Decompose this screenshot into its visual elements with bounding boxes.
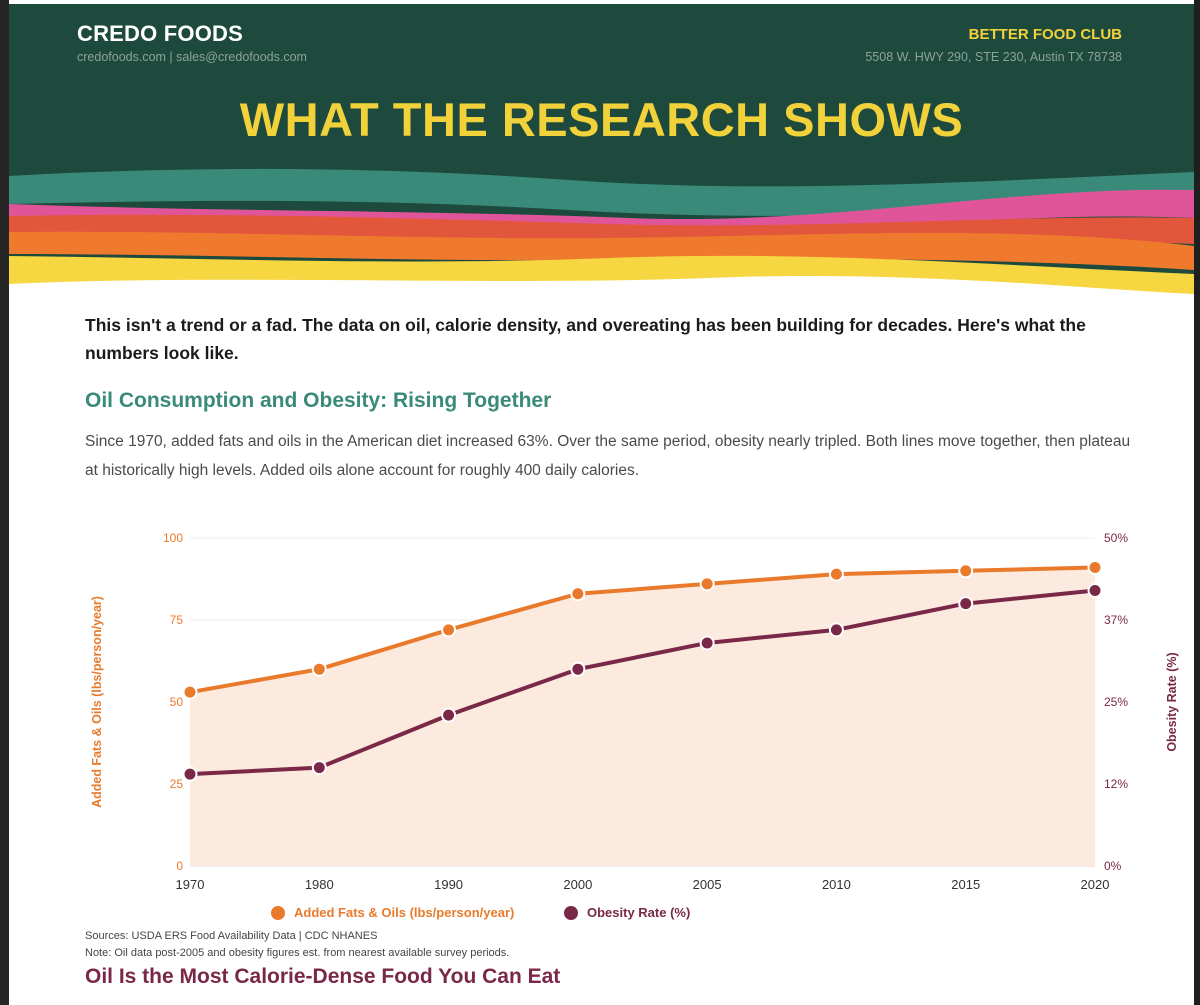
x-axis-tick-label: 2010 bbox=[822, 877, 851, 892]
oil-series-line bbox=[188, 565, 1097, 695]
legend-label-obesity: Obesity Rate (%) bbox=[587, 905, 691, 920]
intro-paragraph: This isn't a trend or a fad. The data on… bbox=[85, 315, 1086, 363]
sources-line: Sources: USDA ERS Food Availability Data… bbox=[85, 930, 378, 942]
next-section-title: Oil Is the Most Calorie-Dense Food You C… bbox=[85, 965, 561, 988]
x-axis-tick-label: 1990 bbox=[434, 877, 463, 892]
oil-data-point bbox=[1087, 560, 1103, 576]
contact-line: credofoods.com | sales@credofoods.com bbox=[77, 50, 307, 64]
note-line: Note: Oil data post-2005 and obesity fig… bbox=[85, 947, 510, 959]
left-axis-title: Added Fats & Oils (lbs/person/year) bbox=[90, 596, 104, 808]
legend-item-obesity: Obesity Rate (%) bbox=[564, 905, 690, 920]
oil-data-point bbox=[958, 563, 974, 579]
obesity-data-point bbox=[570, 661, 586, 677]
right-axis-tick-label: 37% bbox=[1104, 613, 1128, 627]
section-description: Since 1970, added fats and oils in the A… bbox=[85, 433, 1131, 479]
oil-area-fill bbox=[190, 567, 1095, 866]
page-top-edge bbox=[9, 0, 1194, 4]
oil-obesity-line-chart: 0 25 50 75 100 0% 12% 25% 37% 50% 1970 1980 1990 2000… bbox=[90, 531, 1179, 892]
left-axis-tick-label: 100 bbox=[163, 531, 183, 545]
decorative-wave-bands bbox=[9, 168, 1194, 294]
section-title: Oil Consumption and Obesity: Rising Toge… bbox=[85, 389, 552, 412]
left-axis-tick-label: 75 bbox=[170, 613, 184, 627]
oil-data-point bbox=[828, 566, 844, 582]
oil-data-point bbox=[699, 576, 715, 592]
viewer-frame-left bbox=[0, 0, 9, 1005]
brand-name: CREDO FOODS bbox=[77, 21, 243, 46]
obesity-data-point bbox=[441, 707, 457, 723]
club-name: BETTER FOOD CLUB bbox=[968, 26, 1122, 43]
viewer-frame-right bbox=[1194, 0, 1200, 1005]
page-header: CREDO FOODS credofoods.com | sales@credo… bbox=[9, 4, 1194, 294]
company-address: 5508 W. HWY 290, STE 230, Austin TX 7873… bbox=[865, 50, 1122, 64]
right-axis-tick-label: 12% bbox=[1104, 777, 1128, 791]
x-axis-tick-label: 2005 bbox=[693, 877, 722, 892]
x-axis-tick-label: 1980 bbox=[305, 877, 334, 892]
legend-marker-obesity bbox=[564, 905, 578, 920]
chart-legend: Added Fats & Oils (lbs/person/year) Obes… bbox=[0, 905, 1200, 927]
right-axis-title: Obesity Rate (%) bbox=[1165, 652, 1179, 751]
obesity-series-line bbox=[188, 588, 1097, 777]
oil-data-point bbox=[311, 661, 327, 677]
page-headline: WHAT THE RESEARCH SHOWS bbox=[239, 93, 964, 146]
right-axis-tick-label: 0% bbox=[1104, 859, 1122, 873]
obesity-data-point bbox=[311, 760, 327, 776]
oil-data-point bbox=[570, 586, 586, 602]
obesity-data-point bbox=[699, 635, 715, 651]
obesity-data-point bbox=[958, 596, 974, 612]
legend-marker-oil bbox=[271, 905, 285, 920]
obesity-data-point bbox=[828, 622, 844, 638]
chart-sources: Sources: USDA ERS Food Availability Data… bbox=[85, 928, 509, 962]
oil-data-point bbox=[441, 622, 457, 638]
right-axis-tick-label: 25% bbox=[1104, 695, 1128, 709]
x-axis-tick-label: 2015 bbox=[951, 877, 980, 892]
x-axis-tick-label: 2000 bbox=[563, 877, 592, 892]
left-axis-tick-label: 0 bbox=[176, 859, 183, 873]
left-axis-tick-label: 25 bbox=[170, 777, 184, 791]
left-axis-tick-label: 50 bbox=[170, 695, 184, 709]
right-axis-tick-label: 50% bbox=[1104, 531, 1128, 545]
legend-label-oil: Added Fats & Oils (lbs/person/year) bbox=[294, 905, 515, 920]
x-axis-tick-label: 1970 bbox=[176, 877, 205, 892]
x-axis-tick-label: 2020 bbox=[1081, 877, 1110, 892]
obesity-data-point bbox=[182, 766, 198, 782]
obesity-data-point bbox=[1087, 582, 1103, 598]
oil-data-point bbox=[182, 684, 198, 700]
legend-item-oil: Added Fats & Oils (lbs/person/year) bbox=[271, 905, 514, 920]
